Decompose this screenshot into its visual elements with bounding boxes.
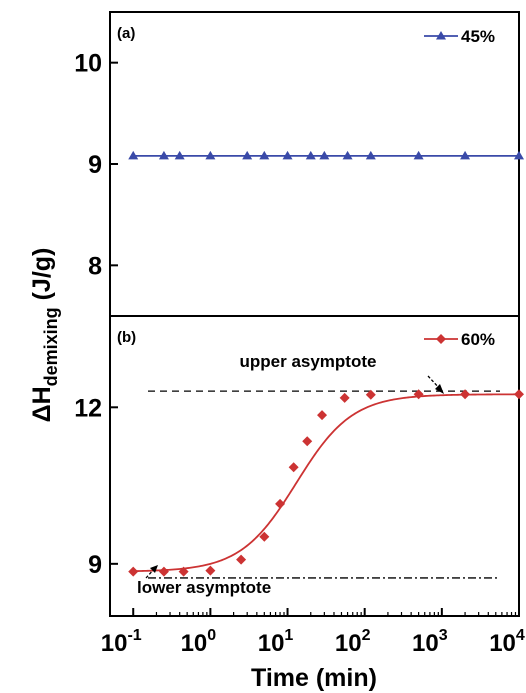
xtick-exp-2: 1 (284, 627, 293, 644)
xtick-exp-3: 2 (362, 627, 371, 644)
series-60-fit-curve (133, 393, 520, 573)
legend-45-marker (436, 31, 446, 40)
series-60-point-8 (302, 436, 313, 447)
series-45-point-9 (342, 150, 353, 160)
panel-b-series (128, 389, 524, 577)
xtick-exp-0: -1 (127, 627, 141, 644)
xtick-base-1: 10 (181, 630, 208, 657)
series-45-point-7 (305, 150, 316, 160)
x-axis-label: Time (min) (251, 664, 377, 692)
legend-60-marker (436, 334, 446, 344)
panel-b-legend: 60% (424, 330, 495, 349)
y-axis-label: ΔHdemixing (J/g) (28, 248, 61, 423)
y-axis-label-unit: (J/g) (28, 248, 56, 308)
xtick-base-3: 10 (335, 630, 362, 657)
series-45-point-11 (413, 150, 424, 160)
series-45-point-6 (282, 150, 293, 160)
legend-45-label: 45% (461, 27, 495, 46)
upper-arrow-head (435, 384, 444, 394)
xtick-exp-5: 4 (516, 627, 525, 644)
series-45-point-8 (319, 150, 330, 160)
legend-60-label: 60% (461, 330, 495, 349)
series-60-point-6 (275, 498, 286, 509)
panel-b-y-ticks: 9 12 (74, 394, 118, 579)
series-60-point-9 (317, 410, 328, 421)
panel-a-y-ticks: 8 9 10 (74, 50, 118, 280)
series-60-point-0 (128, 566, 139, 577)
series-45-point-12 (460, 150, 471, 160)
series-45-point-3 (205, 150, 216, 160)
panel-a-series (128, 150, 524, 160)
xtick-exp-1: 0 (207, 627, 216, 644)
series-60-point-11 (365, 389, 376, 400)
y-axis-label-main: ΔH (28, 386, 56, 422)
series-60-point-1 (158, 566, 169, 577)
panel-b-ytick-label-1: 12 (74, 394, 102, 422)
panel-a-label: (a) (117, 25, 135, 42)
panel-b-frame (109, 315, 520, 617)
series-45-point-4 (242, 150, 253, 160)
xtick-label-1: 100 (181, 627, 217, 657)
xtick-exp-4: 3 (439, 627, 448, 644)
panel-a-ytick-label-1: 9 (88, 151, 102, 179)
panel-a-frame (109, 11, 520, 317)
lower-asymptote-arrow (145, 565, 158, 579)
panel-a: (a) 8 9 10 45% (74, 11, 524, 317)
series-45-point-5 (259, 150, 270, 160)
lower-asymptote-label: lower asymptote (137, 578, 271, 597)
xtick-base-4: 10 (412, 630, 439, 657)
series-60-point-2 (178, 566, 189, 577)
lower-arrow-head (150, 565, 158, 573)
panel-b-label: (b) (117, 329, 136, 346)
panel-b-ytick-label-0: 9 (88, 551, 102, 579)
xtick-label-0: 10-1 (101, 627, 142, 657)
series-60-point-14 (514, 389, 524, 400)
series-60-point-10 (339, 392, 350, 403)
xtick-label-5: 104 (489, 627, 525, 657)
series-45-point-13 (514, 150, 524, 160)
xtick-label-4: 103 (412, 627, 448, 657)
upper-asymptote-arrow (427, 375, 444, 394)
series-60-point-12 (413, 389, 424, 400)
series-45-point-1 (158, 150, 169, 160)
x-axis-ticks: 10-1 100 101 102 103 104 (101, 608, 525, 657)
upper-asymptote-label: upper asymptote (240, 352, 377, 371)
xtick-base-5: 10 (489, 630, 516, 657)
series-60-point-7 (288, 462, 299, 473)
panel-a-legend: 45% (424, 27, 495, 46)
xtick-label-3: 102 (335, 627, 371, 657)
panel-b: (b) 912 10-1 100 101 102 103 104 upper asympt… (74, 315, 525, 657)
series-45-point-10 (365, 150, 376, 160)
panel-a-ytick-label-0: 8 (88, 252, 102, 280)
xtick-base-0: 10 (101, 630, 128, 657)
xtick-label-2: 101 (258, 627, 294, 657)
series-60-point-4 (236, 554, 247, 565)
series-60-point-3 (205, 565, 216, 576)
series-60-point-13 (460, 389, 471, 400)
panel-a-ytick-label-2: 10 (74, 50, 102, 78)
xtick-base-2: 10 (258, 630, 285, 657)
y-axis-label-sub: demixing (41, 307, 61, 386)
series-60-point-5 (259, 531, 270, 542)
series-45-point-2 (174, 150, 185, 160)
panel-b-reference-lines (148, 390, 500, 579)
series-45-point-0 (128, 150, 139, 160)
